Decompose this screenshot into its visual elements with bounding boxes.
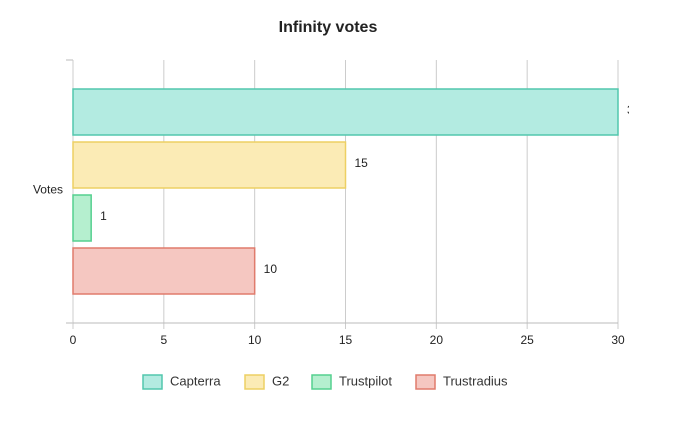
x-tick-label: 5 (160, 333, 167, 347)
value-label: 30 (627, 103, 641, 117)
bar (72, 141, 347, 189)
chart-title: Infinity votes (279, 19, 378, 36)
value-label: 15 (355, 156, 369, 170)
bar (72, 88, 619, 136)
x-tick-label: 25 (520, 333, 534, 347)
legend-swatch (244, 374, 265, 390)
x-tick-label: 20 (430, 333, 444, 347)
value-label: 1 (100, 209, 107, 223)
legend-label: G2 (272, 373, 289, 388)
legend-swatch (311, 374, 332, 390)
x-tick-label: 30 (611, 333, 625, 347)
x-tick-label: 0 (70, 333, 77, 347)
legend-swatch (142, 374, 163, 390)
bar (72, 194, 92, 242)
x-tick-label: 10 (248, 333, 262, 347)
legend-label: Trustpilot (339, 373, 392, 388)
x-tick-label: 15 (339, 333, 353, 347)
legend-label: Trustradius (443, 373, 508, 388)
value-label: 10 (264, 262, 278, 276)
y-category-label: Votes (33, 183, 63, 197)
legend-label: Capterra (170, 373, 221, 388)
legend-swatch (415, 374, 436, 390)
bar (72, 247, 256, 295)
